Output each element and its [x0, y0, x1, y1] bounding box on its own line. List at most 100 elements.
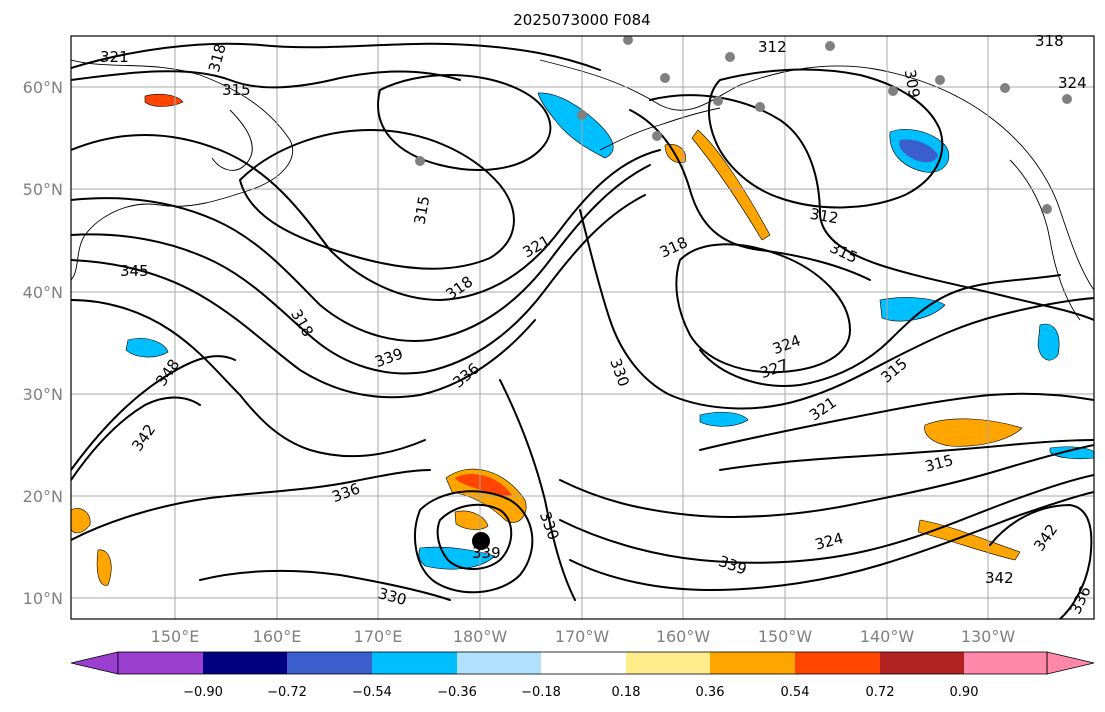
contour-line	[499, 379, 576, 601]
blue-patch-mid	[879, 297, 946, 322]
station-dot	[652, 131, 662, 141]
colorbar-tick-label: 0.90	[950, 685, 979, 700]
contour-line	[71, 194, 646, 375]
contour-line	[699, 274, 1061, 387]
contour-line	[71, 42, 601, 71]
lat-label: 40°N	[23, 283, 63, 302]
kamchatka-coast	[211, 109, 253, 171]
colorbar-segment	[203, 652, 287, 674]
red-patch-nw	[144, 93, 184, 107]
station-markers	[415, 36, 1072, 550]
contour-line	[629, 109, 871, 281]
latitude-labels: 60°N 50°N 40°N 30°N 20°N 10°N	[23, 78, 63, 608]
colorbar-segment	[795, 652, 880, 674]
colorbar-tick-label: 0.72	[866, 685, 895, 700]
colorbar-ticks: −0.90 −0.72 −0.54 −0.36 −0.18 0.18 0.36 …	[183, 685, 978, 700]
contour-label: 312	[809, 205, 840, 228]
red-core-tropical	[455, 474, 512, 497]
contour-line	[579, 209, 1094, 410]
contour-label: 315	[222, 81, 251, 99]
orange-band-alaska	[691, 129, 771, 241]
figure-title: 2025073000 F084	[513, 11, 650, 29]
lon-label: 170°E	[354, 627, 403, 646]
contour-line	[71, 469, 431, 541]
orange-patch-east	[924, 418, 1023, 447]
colorbar-segment	[880, 652, 964, 674]
contour-line	[675, 243, 851, 374]
station-dot	[1000, 83, 1010, 93]
station-dot	[755, 102, 765, 112]
contour-line	[71, 134, 661, 301]
colorbar-tick-label: −0.18	[521, 685, 561, 700]
contour-line	[569, 491, 1094, 591]
colorbar-max-extend	[1046, 651, 1095, 675]
blue-patch-hawaii-n	[699, 411, 749, 427]
station-dot	[1062, 94, 1072, 104]
station-dot	[935, 75, 945, 85]
orange-patch-sw	[96, 549, 112, 586]
contour-line	[414, 490, 534, 594]
lon-label: 180°W	[453, 627, 508, 646]
lon-label: 130°W	[961, 627, 1016, 646]
map-panel: 321 318 315 312 318 324 309 315 345 321 …	[70, 32, 1095, 620]
lat-label: 60°N	[23, 78, 63, 97]
contour-line	[199, 569, 451, 601]
colorbar-tick-label: 0.18	[612, 685, 641, 700]
dark-blue-core-gulf-alaska	[899, 139, 938, 163]
contour-label: 312	[758, 38, 787, 56]
contour-line	[559, 474, 1094, 564]
contour-line	[708, 68, 944, 209]
contour-label: 309	[901, 68, 924, 99]
station-dot	[415, 156, 425, 166]
contour-label: 315	[411, 194, 434, 225]
contour-line	[71, 70, 461, 89]
contour-line	[559, 444, 1094, 518]
contour-line	[989, 504, 1093, 619]
aleutian-chain	[599, 107, 721, 151]
colorbar-tick-label: −0.36	[437, 685, 477, 700]
contour-label: 342	[985, 569, 1014, 587]
contour-line	[71, 396, 201, 481]
colorbar-tick-label: −0.72	[267, 685, 307, 700]
colorbar-segment	[626, 652, 710, 674]
colorbar-segment	[118, 652, 203, 674]
contour-line	[377, 74, 552, 171]
isentrope-contours	[71, 42, 1094, 619]
gridlines	[71, 36, 1094, 619]
contour-label: 318	[1035, 32, 1064, 50]
lat-label: 50°N	[23, 180, 63, 199]
contour-label: 339	[472, 544, 501, 562]
lon-label: 140°W	[860, 627, 915, 646]
colorbar-segment	[372, 652, 457, 674]
colorbar-min-extend	[70, 651, 119, 675]
station-dot	[1042, 204, 1052, 214]
contour-line	[699, 392, 1094, 451]
lon-label: 150°E	[151, 627, 200, 646]
lat-label: 10°N	[23, 589, 63, 608]
lon-label: 160°W	[656, 627, 711, 646]
blue-patch-west-coast	[1037, 323, 1060, 361]
alaska-coast	[539, 59, 1094, 291]
colorbar-frame	[117, 651, 1048, 675]
colorbar-tick-label: −0.90	[183, 685, 223, 700]
colorbar-tick-label: 0.54	[781, 685, 810, 700]
lon-label: 150°W	[758, 627, 813, 646]
colorbar: −0.90 −0.72 −0.54 −0.36 −0.18 0.18 0.36 …	[70, 651, 1095, 700]
lon-label: 160°E	[253, 627, 302, 646]
station-dot	[713, 96, 723, 106]
colorbar-segment	[457, 652, 541, 674]
contour-line	[436, 503, 513, 570]
contour-label: 321	[100, 48, 129, 66]
lat-label: 30°N	[23, 385, 63, 404]
colorbar-tick-label: −0.54	[352, 685, 392, 700]
west-coast-na	[1009, 159, 1081, 321]
storm-center-marker	[472, 532, 490, 550]
station-dot	[623, 36, 633, 45]
colorbar-segment	[287, 652, 372, 674]
map-frame	[70, 35, 1095, 620]
orange-patch-west	[71, 508, 91, 534]
colorbar-segment	[964, 652, 1047, 674]
contour-line	[71, 355, 236, 471]
lon-label: 170°W	[555, 627, 610, 646]
